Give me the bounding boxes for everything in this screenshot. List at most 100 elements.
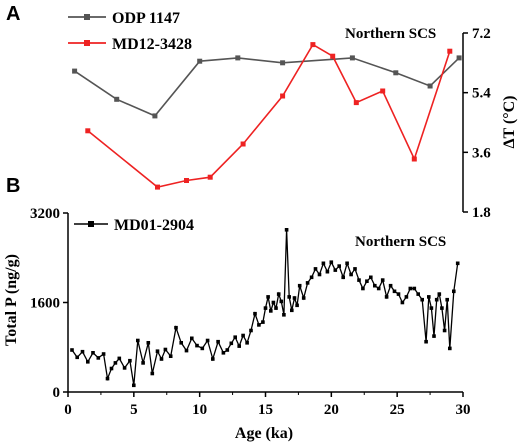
panel-b-md01-2904-data-point (266, 295, 270, 299)
panel-b-md01-2904-data-point (297, 283, 302, 288)
panel-b-md01-2904-data-point (420, 297, 424, 302)
panel-b-xtick-label: 5 (130, 402, 138, 418)
panel-a-odp1147-data-point (349, 55, 355, 61)
panel-b-md01-2904-data-point (205, 338, 210, 343)
panel-b-md01-2904-data-point (357, 278, 361, 282)
panel-b-md01-2904-data-point (361, 286, 365, 291)
panel-b-md01-2904-data-point (412, 286, 417, 291)
panel-a-odp1147-data-point (393, 70, 399, 76)
panel-b-md01-2904-data-point (349, 272, 353, 277)
panel-b-md01-2904-data-point (341, 275, 345, 280)
panel-b-md01-2904-data-point (384, 295, 389, 299)
panel-a-ytick-label: 3.6 (472, 145, 491, 161)
panel-b-md01-2904-data-point (437, 292, 442, 296)
panel-b-md01-2904-data-point (369, 275, 373, 280)
panel-b-md01-2904-data-point (432, 334, 436, 338)
panel-b-md01-2904-data-point (168, 354, 173, 358)
panel-a-odp1147-data-point (72, 68, 78, 74)
panel-b-ylabel: Total P (ng/g) (3, 254, 20, 346)
panel-a-md12-3428-data-point (280, 93, 286, 99)
panel-b-md01-2904-data-point (96, 356, 101, 360)
panel-b-md01-2904-data-point (221, 351, 226, 355)
panel-b-md01-2904-data-point (132, 383, 136, 388)
panel-b-md01-2904-data-point (86, 360, 90, 364)
panel-b-md01-2904-data-point (163, 347, 168, 352)
panel-b-md01-2904-data-point (440, 306, 444, 310)
panel-b-annotation: Northern SCS (355, 234, 446, 250)
panel-b-md01-2904-data-point (113, 361, 118, 365)
panel-b-md01-2904-data-point (424, 339, 428, 344)
panel-b-md01-2904-data-point (122, 366, 127, 370)
panel-a-odp1147-data-point (280, 60, 286, 66)
panel-b-md01-2904-data-point (317, 272, 322, 277)
panel-b-md01-2904-data-point (269, 309, 273, 313)
panel-b-md01-2904-data-point (225, 348, 230, 352)
panel-b-md01-2904-data-point (237, 344, 241, 348)
panel-b-md01-2904-data-point (253, 311, 257, 316)
panel-b-md01-2904-data-point (337, 264, 341, 268)
panel-b-md01-2904-data-point (184, 348, 189, 353)
md12-3428-legend-marker (84, 40, 90, 46)
panel-b-md01-2904-data-point (105, 376, 110, 381)
panel-a-odp1147-data-point (456, 55, 462, 61)
panel-b-md01-2904-data-point (70, 348, 74, 352)
panel-b-ytick-label: 0 (53, 385, 61, 401)
panel-b-md01-2904-data-point (321, 261, 326, 266)
panel-b-xtick-label: 15 (258, 402, 273, 418)
panel-b-md01-2904-data-point (282, 313, 286, 317)
panel-b-md01-2904-data-point (200, 346, 205, 351)
panel-a-letter: A (6, 3, 20, 25)
panel-a-odp1147-data-point (114, 96, 120, 102)
panel-b-md01-2904-data-point (309, 275, 314, 280)
panel-b-md01-2904-data-point (274, 306, 278, 310)
panel-b-md01-2904-data-point (211, 357, 215, 361)
panel-b-md01-2904-data-point (416, 292, 420, 296)
panel-b-md01-2904-data-point (195, 343, 199, 348)
panel-a-md12-3428-data-point (207, 174, 213, 180)
panel-b-md01-2904-data-point (305, 281, 310, 285)
panel-b-md01-2904-data-point (117, 356, 122, 361)
md01-2904-legend-label: MD01-2904 (114, 217, 194, 234)
panel-b-md01-2904-data-point (216, 339, 220, 344)
panel-b-md01-2904-data-point (448, 346, 452, 351)
panel-b-md01-2904-data-point (249, 328, 253, 333)
panel-b-md01-2904-data-point (373, 283, 377, 288)
panel-b-md01-2904-data-point (345, 261, 349, 266)
panel-a-md12-3428-data-point (411, 156, 417, 162)
md01-2904-legend-marker (88, 221, 94, 227)
panel-a-md12-3428-series-line (87, 43, 451, 188)
panel-b-md01-2904-data-point (400, 300, 405, 305)
panel-b-md01-2904-data-point (233, 335, 237, 339)
panel-b-xtick-label: 30 (456, 402, 471, 418)
panel-b-md01-2904-data-point (365, 279, 369, 283)
panel-b-md01-2904-data-point (109, 366, 114, 371)
panel-b-md01-2904-data-point (146, 341, 151, 345)
panel-a-odp1147-data-point (235, 55, 241, 61)
panel-b-xtick-label: 0 (64, 402, 72, 418)
panel-b-md01-2904-data-point (333, 268, 338, 272)
odp1147-legend-marker (84, 14, 90, 20)
panel-b-md01-2904-data-point (388, 283, 393, 288)
panel-b-md01-2904-data-point (301, 296, 306, 300)
panel-a-ylabel: ΔT (°C) (501, 95, 518, 148)
panel-b-md01-2904-data-point (80, 349, 85, 354)
panel-a-md12-3428-data-point (240, 141, 246, 147)
panel-a-md12-3428-data-point (85, 128, 91, 134)
md12-3428-legend-label: MD12-3428 (112, 36, 192, 53)
panel-b-md01-2904-data-point (174, 325, 178, 330)
panel-a-odp1147-data-point (197, 58, 203, 64)
panel-b-md01-2904-data-point (445, 297, 449, 302)
panel-b-md01-2904-data-point (442, 328, 447, 333)
panel-b-md01-2904-data-point (271, 300, 276, 305)
panel-b-md01-2904-data-point (429, 306, 434, 310)
panel-b-md01-2904-data-point (91, 351, 95, 355)
panel-a-ytick-label: 7.2 (472, 26, 491, 42)
panel-a-odp1147-data-point (152, 113, 158, 119)
odp1147-legend-label: ODP 1147 (112, 10, 180, 27)
panel-b-md01-2904-data-point (245, 341, 249, 345)
panel-b-md01-2904-data-point (353, 267, 357, 271)
panel-b-md01-2904-data-point (229, 341, 234, 346)
panel-b-md01-2904-data-point (380, 278, 385, 282)
panel-b-xtick-label: 10 (192, 402, 207, 418)
